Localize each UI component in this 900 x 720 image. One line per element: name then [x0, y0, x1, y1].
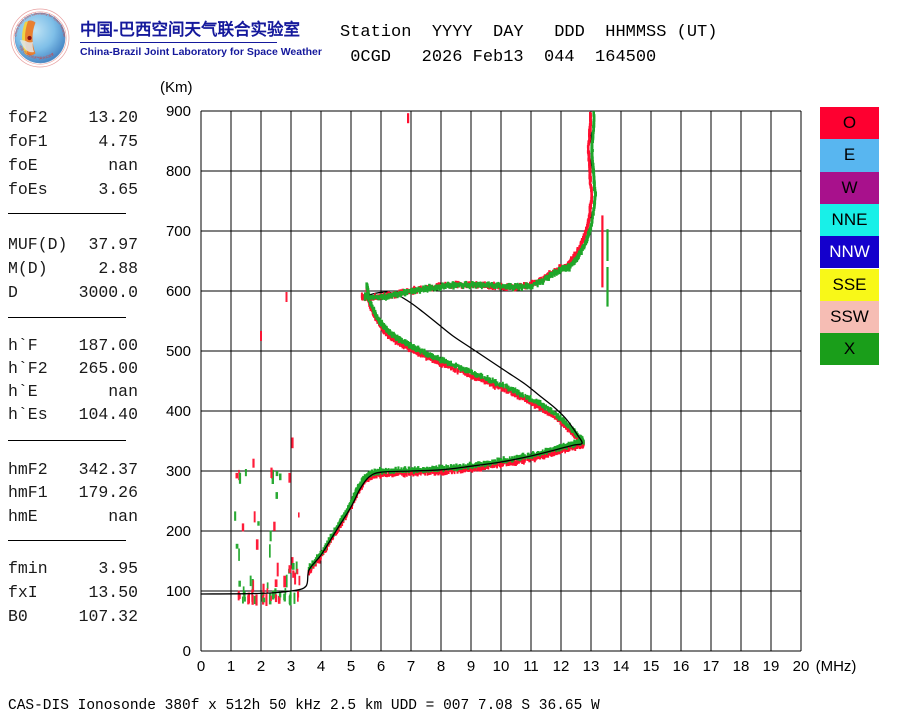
- svg-text:800: 800: [166, 163, 191, 180]
- svg-text:10: 10: [493, 658, 510, 675]
- svg-text:3: 3: [287, 658, 295, 675]
- svg-text:5: 5: [347, 658, 355, 675]
- svg-text:7: 7: [407, 658, 415, 675]
- svg-text:11: 11: [523, 658, 539, 675]
- svg-text:12: 12: [553, 658, 570, 675]
- svg-text:1: 1: [227, 658, 235, 675]
- svg-text:8: 8: [437, 658, 445, 675]
- svg-text:100: 100: [166, 583, 191, 600]
- svg-text:300: 300: [166, 463, 191, 480]
- svg-text:18: 18: [733, 658, 750, 675]
- svg-text:4: 4: [317, 658, 325, 675]
- svg-text:0: 0: [183, 643, 191, 660]
- svg-text:16: 16: [673, 658, 690, 675]
- svg-text:200: 200: [166, 523, 191, 540]
- svg-text:6: 6: [377, 658, 385, 675]
- svg-text:20: 20: [793, 658, 810, 675]
- svg-text:500: 500: [166, 343, 191, 360]
- svg-text:17: 17: [703, 658, 720, 675]
- svg-text:900: 900: [166, 103, 191, 120]
- svg-text:13: 13: [583, 658, 600, 675]
- svg-text:400: 400: [166, 403, 191, 420]
- svg-text:14: 14: [613, 658, 630, 675]
- svg-text:700: 700: [166, 223, 191, 240]
- svg-text:19: 19: [763, 658, 780, 675]
- svg-text:15: 15: [643, 658, 660, 675]
- svg-text:9: 9: [467, 658, 475, 675]
- svg-text:0: 0: [197, 658, 205, 675]
- svg-text:2: 2: [257, 658, 265, 675]
- svg-text:(Km): (Km): [160, 79, 193, 96]
- svg-text:600: 600: [166, 283, 191, 300]
